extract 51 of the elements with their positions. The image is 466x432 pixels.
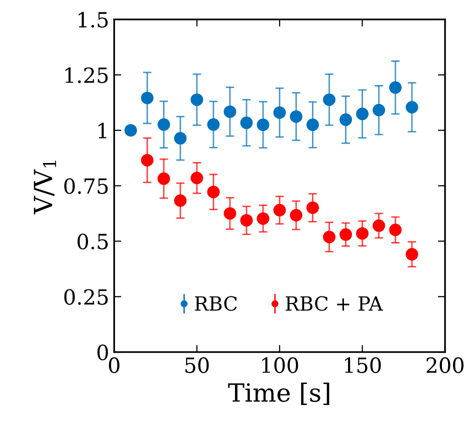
point (306, 201, 319, 214)
point (290, 209, 302, 222)
point (240, 116, 253, 130)
point (389, 81, 402, 94)
point (322, 230, 336, 244)
point (306, 118, 319, 132)
point (224, 207, 236, 220)
x-tick-label: 200 (426, 357, 464, 374)
point (273, 204, 286, 216)
point (240, 214, 253, 227)
point (174, 132, 187, 145)
point (340, 113, 352, 126)
point (256, 212, 270, 225)
point (207, 186, 220, 198)
point (174, 194, 187, 207)
legend-label: RBC (194, 296, 237, 311)
x-tick-label: 150 (344, 357, 381, 374)
y-tick-label: 1.25 (65, 67, 108, 84)
y-tick-label: 1 (98, 122, 106, 138)
point (340, 228, 352, 241)
point (290, 110, 302, 123)
point (389, 224, 402, 236)
point (372, 219, 386, 232)
point (224, 105, 236, 118)
y-tick-label: 0 (97, 344, 108, 360)
point (273, 106, 286, 119)
point (356, 227, 369, 240)
point (406, 248, 418, 261)
y-tick-label: 0.25 (64, 289, 108, 305)
y-axis-title: V/V$_{1}$ (34, 160, 56, 214)
x-tick-label: 50 (185, 357, 209, 374)
point (158, 172, 170, 185)
point (207, 118, 220, 131)
point (124, 124, 137, 137)
y-tick-label: 0.5 (78, 234, 108, 250)
point (406, 101, 418, 114)
y-tick-label: 0.75 (64, 178, 108, 194)
point (322, 93, 336, 106)
point (190, 93, 204, 106)
point (158, 118, 170, 131)
point (190, 172, 204, 184)
point (356, 108, 369, 120)
x-tick-label: 100 (262, 357, 298, 374)
point (141, 92, 154, 104)
point (372, 104, 386, 116)
point (141, 154, 154, 167)
point (256, 118, 270, 132)
x-tick-label: 0 (108, 357, 120, 374)
y-tick-label: 1.5 (78, 12, 108, 28)
legend-label: RBC + PA (286, 296, 384, 311)
x-axis-title: Time [s] (228, 382, 330, 405)
